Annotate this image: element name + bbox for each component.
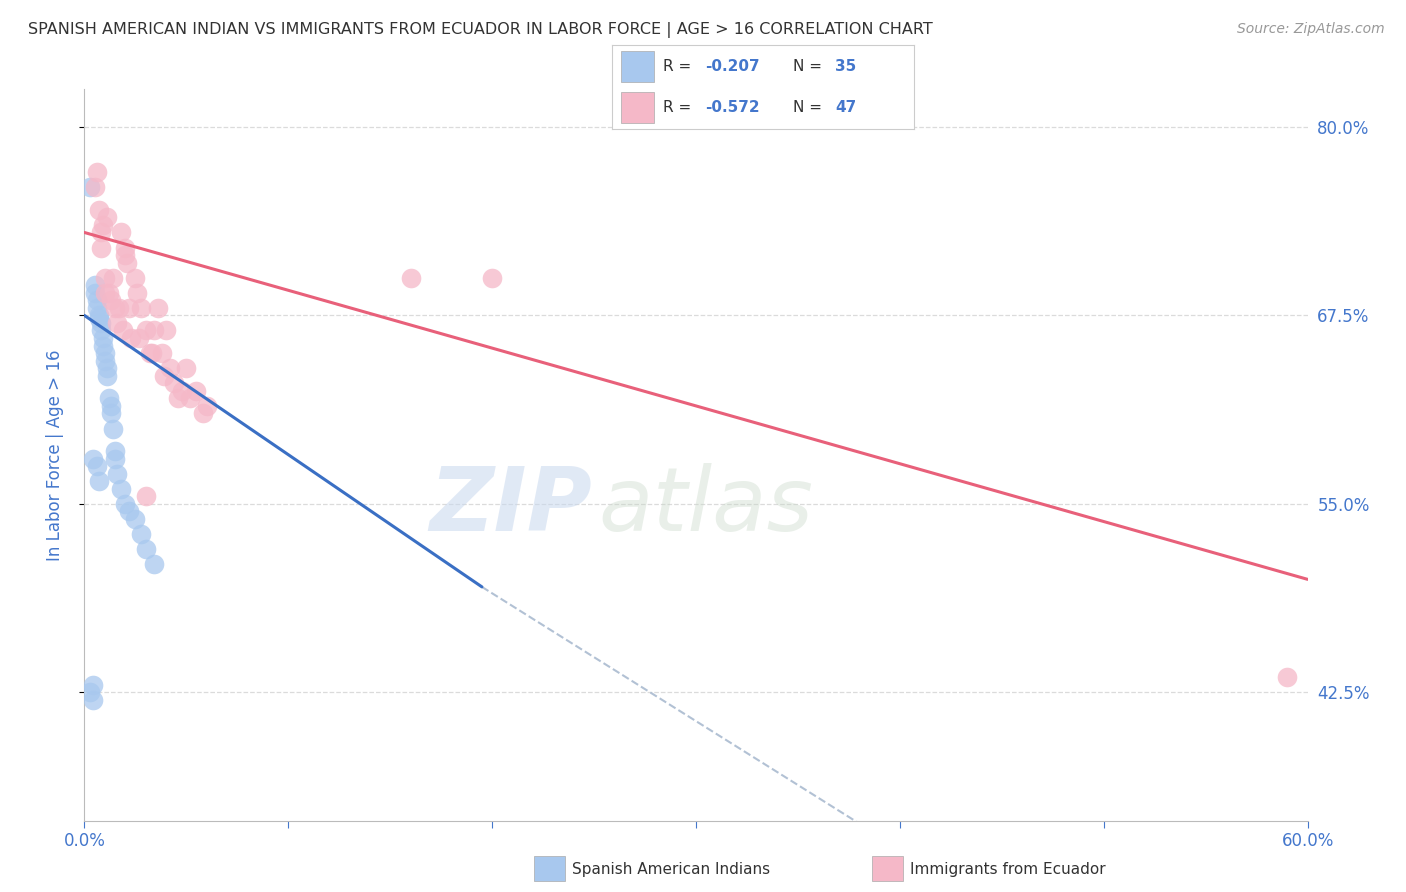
Point — [176, 361, 198, 376]
Point — [82, 693, 104, 707]
Point — [86, 165, 108, 179]
Point — [115, 255, 138, 269]
Text: -0.572: -0.572 — [706, 100, 761, 115]
Point — [146, 301, 169, 315]
Point — [100, 407, 122, 421]
Point — [114, 497, 136, 511]
Point — [100, 293, 122, 308]
Text: N =: N = — [793, 59, 827, 74]
Point — [91, 331, 114, 345]
Point — [163, 376, 186, 391]
Text: 47: 47 — [835, 100, 856, 115]
Point — [90, 324, 112, 338]
Point — [79, 685, 101, 699]
Point — [101, 270, 124, 285]
Point — [141, 346, 163, 360]
Point — [159, 361, 181, 376]
Point — [138, 346, 160, 360]
Text: Source: ZipAtlas.com: Source: ZipAtlas.com — [1237, 22, 1385, 37]
Point — [105, 467, 128, 481]
Point — [86, 459, 108, 474]
Point — [118, 301, 141, 315]
Point — [83, 285, 105, 300]
Point — [93, 353, 117, 368]
Point — [120, 331, 142, 345]
Point — [87, 311, 110, 326]
Point — [135, 324, 157, 338]
Point — [93, 270, 117, 285]
Point — [97, 285, 120, 300]
Point — [83, 180, 105, 194]
Point — [167, 392, 190, 406]
Point — [114, 248, 136, 262]
FancyBboxPatch shape — [620, 52, 654, 82]
Point — [93, 285, 117, 300]
Y-axis label: In Labor Force | Age > 16: In Labor Force | Age > 16 — [45, 349, 63, 561]
Point — [91, 218, 114, 232]
Text: Spanish American Indians: Spanish American Indians — [572, 863, 770, 877]
Point — [82, 678, 104, 692]
Point — [100, 399, 122, 413]
Point — [131, 527, 153, 541]
Point — [124, 270, 146, 285]
Point — [96, 361, 118, 376]
Point — [110, 226, 132, 240]
Point — [101, 421, 124, 435]
Point — [86, 301, 108, 315]
Point — [172, 384, 194, 398]
Point — [135, 542, 157, 557]
FancyBboxPatch shape — [620, 92, 654, 122]
Point — [110, 482, 132, 496]
Text: ZIP: ZIP — [429, 463, 592, 549]
Text: atlas: atlas — [598, 463, 813, 549]
Point — [191, 407, 214, 421]
Point — [108, 301, 131, 315]
Point — [90, 241, 112, 255]
Point — [142, 558, 165, 572]
Text: Immigrants from Ecuador: Immigrants from Ecuador — [910, 863, 1105, 877]
Point — [104, 444, 127, 458]
Point — [105, 316, 128, 330]
Point — [79, 180, 101, 194]
Point — [128, 331, 150, 345]
Point — [104, 451, 127, 466]
Text: R =: R = — [664, 59, 696, 74]
Point — [87, 202, 110, 217]
Text: R =: R = — [664, 100, 696, 115]
Point — [91, 338, 114, 352]
Point — [93, 346, 117, 360]
Point — [83, 278, 105, 293]
Point — [96, 368, 118, 383]
Point — [90, 316, 112, 330]
Point — [87, 475, 110, 489]
Point — [104, 301, 127, 315]
Point — [155, 324, 177, 338]
Point — [127, 285, 149, 300]
Point — [153, 368, 176, 383]
Point — [86, 293, 108, 308]
Point — [142, 324, 165, 338]
Point — [150, 346, 173, 360]
Point — [179, 392, 201, 406]
Point — [481, 270, 503, 285]
Text: -0.207: -0.207 — [706, 59, 761, 74]
Point — [90, 226, 112, 240]
Point — [114, 241, 136, 255]
Point — [82, 451, 104, 466]
Point — [1277, 670, 1299, 684]
Point — [118, 504, 141, 518]
Point — [135, 489, 157, 503]
Point — [112, 324, 135, 338]
Point — [399, 270, 422, 285]
Text: 35: 35 — [835, 59, 856, 74]
Point — [97, 392, 120, 406]
Text: SPANISH AMERICAN INDIAN VS IMMIGRANTS FROM ECUADOR IN LABOR FORCE | AGE > 16 COR: SPANISH AMERICAN INDIAN VS IMMIGRANTS FR… — [28, 22, 932, 38]
Point — [195, 399, 218, 413]
Text: N =: N = — [793, 100, 827, 115]
Point — [186, 384, 208, 398]
Point — [131, 301, 153, 315]
Point — [124, 512, 146, 526]
Point — [87, 309, 110, 323]
Point — [96, 211, 118, 225]
